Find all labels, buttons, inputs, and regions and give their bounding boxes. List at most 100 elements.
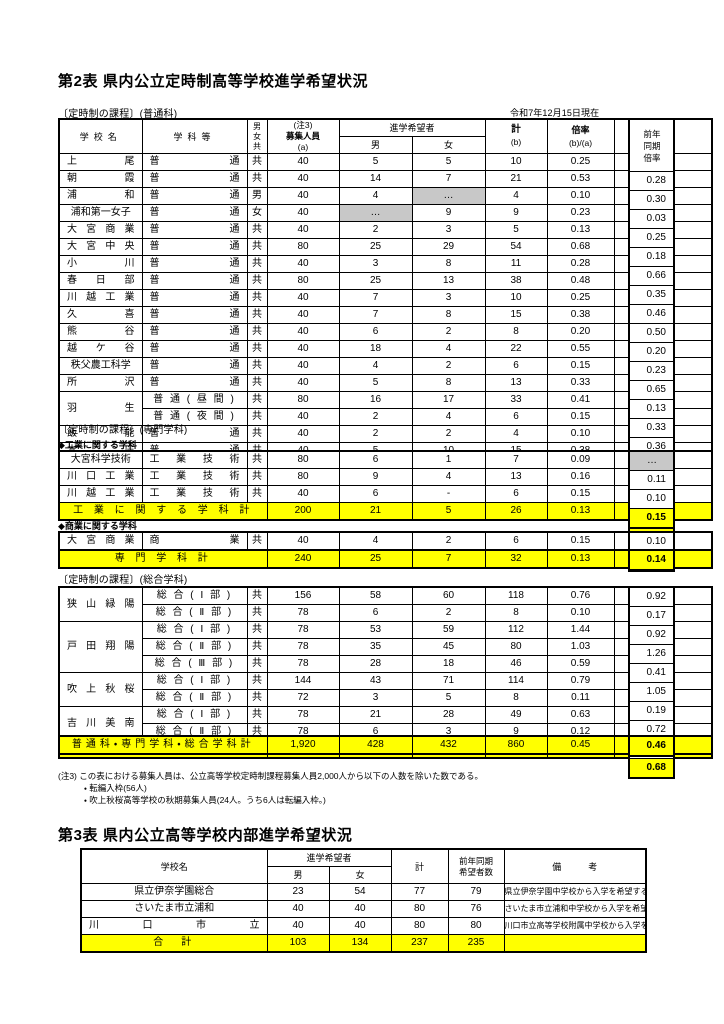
cell-subject: 普 通 ( 昼 間 ) <box>141 391 248 409</box>
table2-kogyo-table: 大宮科学技術工業技術共806170.09閉校川口工業工業技術共8094130.1… <box>58 450 713 521</box>
prevyear-row: 0.10 <box>628 489 675 509</box>
cell-female: 4 <box>411 468 486 486</box>
col-header-male: 男 <box>266 866 330 884</box>
cell-subject: 総 合 ( Ⅲ 部 ) <box>141 655 248 673</box>
table2-header-row-2: 男女 <box>59 136 712 154</box>
cell-ratio: 0.10 <box>546 604 615 622</box>
prevyear-total-row: 0.15 <box>628 508 675 529</box>
cell-male: 40 <box>266 900 330 918</box>
cell-subject: 総 合 ( Ⅱ 部 ) <box>141 604 248 622</box>
cell-prev-total-ratio: 0.15 <box>628 508 675 529</box>
total-row: 合 計 103 134 237 235 <box>80 934 647 953</box>
cell-quota: 40 <box>266 357 340 375</box>
cell-gender: 共 <box>246 706 268 724</box>
table-row: 吉川美南総 合 ( Ⅰ 部 ) 共 78 21 28 49 0.63 <box>58 706 713 741</box>
cell-female: 2 <box>411 425 486 443</box>
cell-prev-ratio: 0.17 <box>628 606 675 626</box>
col-header-male: 男 <box>338 136 413 154</box>
table-row: 春日部普通共 80 25 13 38 0.48 <box>58 272 713 290</box>
cell-gender: 共 <box>246 408 268 426</box>
cell-total-prev: 235 <box>447 934 505 953</box>
cell-prev-ratio: … <box>628 450 675 471</box>
table2-senmon-total-table: 専 門 学 科 計 240 25 7 32 0.13 <box>58 549 713 569</box>
cell-male: 23 <box>266 883 330 901</box>
cell-gender: 共 <box>246 621 268 639</box>
table-row: 浦和第一女子普通女 40… 9 9 0.23 <box>58 204 713 222</box>
cell-prev-ratio: 0.41 <box>628 663 675 683</box>
table-row: 大宮中央普通共 80 25 29 54 0.68 <box>58 238 713 256</box>
prevyear-row: 0.11 <box>628 470 675 490</box>
cell-prev-ratio: 0.92 <box>628 586 675 607</box>
cell-female: 1 <box>411 450 486 469</box>
prevyear-row: 0.28 <box>628 171 675 191</box>
cell-school: 大宮商業 <box>58 221 143 239</box>
cell-gender: 共 <box>246 531 268 550</box>
cell-ratio: 1.03 <box>546 638 615 656</box>
cell-total-male: 25 <box>338 549 413 569</box>
prevyear-row: 0.18 <box>628 247 675 267</box>
col-header-gender: 男女共 <box>246 118 268 154</box>
cell-ratio: 0.53 <box>546 170 615 188</box>
cell-female: 54 <box>328 883 392 901</box>
cell-male: 43 <box>338 672 413 690</box>
prevyear-row: 0.50 <box>628 323 675 343</box>
cell-total: 49 <box>484 706 548 724</box>
table-row: 総 合 ( Ⅱ 部 ) 共 78 35 45 80 1.03 <box>59 638 713 656</box>
cell-male: 18 <box>338 340 413 358</box>
table2-notes: (注3) この表における募集人員は、公立高等学校定時制課程募集人員2,000人か… <box>58 770 483 806</box>
cell-male: 6 <box>338 604 413 622</box>
cell-total-ratio: 0.13 <box>546 549 615 569</box>
cell-prev-ratio: 0.13 <box>628 399 675 419</box>
table-row: 総 合 ( Ⅱ 部 ) 共 72 3 5 8 0.11 <box>59 689 713 707</box>
col-header-remarks: 備 考 <box>503 848 647 884</box>
as-of-date: 令和7年12月15日現在 <box>510 108 600 118</box>
cell-subject: 工業技術 <box>141 485 248 503</box>
cell-ratio: 0.15 <box>546 408 615 426</box>
cell-total: 38 <box>484 272 548 290</box>
cell-ratio: 0.20 <box>546 323 615 341</box>
prevyear-row: 0.66 <box>628 266 675 286</box>
cell-quota: 80 <box>266 391 340 409</box>
cell-quota: 156 <box>266 586 340 605</box>
cell-female: 2 <box>411 357 486 375</box>
cell-male: 6 <box>338 450 413 469</box>
table-row: 久喜普通共 40 7 8 15 0.38 <box>58 306 713 324</box>
cell-male: 5 <box>338 374 413 392</box>
col-header-subject: 学科等 <box>141 118 248 154</box>
cell-subject: 総 合 ( Ⅰ 部 ) <box>141 586 248 605</box>
table-row: 越ケ谷普通共 40 18 4 22 0.55 <box>58 340 713 358</box>
cell-ratio: 0.76 <box>546 586 615 605</box>
cell-quota: 40 <box>266 340 340 358</box>
section-label-sogo: 〔定時制の課程〕(総合学科) <box>58 575 188 586</box>
cell-total-male: 428 <box>338 735 413 755</box>
table-row: 小川普通共 40 3 8 11 0.28 <box>58 255 713 273</box>
section-label-futsuka: 〔定時制の課程〕(普通科) <box>58 109 178 120</box>
cell-prev-ratio: 0.10 <box>628 531 675 552</box>
cell-male: 40 <box>266 917 330 935</box>
cell-female: 40 <box>328 900 392 918</box>
cell-subject: 普通 <box>141 374 248 392</box>
bullet-kogyo: ◆工業に関する学科 <box>58 440 137 450</box>
table-row: さいたま市立浦和40408076さいたま市立浦和中学校から入学を希望する者 <box>80 900 647 918</box>
table-row: 県立伊奈学園総合 23 54 77 79 県立伊奈学園中学校から入学を希望する者 <box>80 883 647 901</box>
col-header-quota: (注3) 募集人員 (a) <box>266 118 340 154</box>
cell-ratio: 0.38 <box>546 306 615 324</box>
table3-header-row-1: 学校名 進学希望者計前年同期 希望者数備 考 <box>80 848 647 884</box>
cell-quota: 40 <box>266 187 340 205</box>
cell-male: 6 <box>338 485 413 503</box>
table-row: 羽生普 通 ( 昼 間 ) 共 80 16 17 33 0.41 <box>58 391 713 426</box>
cell-subject: 工業技術 <box>141 450 248 469</box>
cell-ratio: 0.28 <box>546 255 615 273</box>
prevyear-header-row: 前年 同期 倍率 <box>628 118 675 172</box>
prevyear-total-row: 0.46 <box>628 735 675 757</box>
col-header-total: 計 <box>390 848 449 884</box>
cell-total-ratio: 0.45 <box>546 735 615 755</box>
cell-gender: 共 <box>246 255 268 273</box>
cell-total: 4 <box>484 425 548 443</box>
cell-quota: 40 <box>266 408 340 426</box>
cell-gender: 共 <box>246 450 268 469</box>
cell-subject: 商業 <box>141 531 248 550</box>
cell-male: 5 <box>338 153 413 171</box>
cell-female: 8 <box>411 374 486 392</box>
cell-subject: 普通 <box>141 289 248 307</box>
